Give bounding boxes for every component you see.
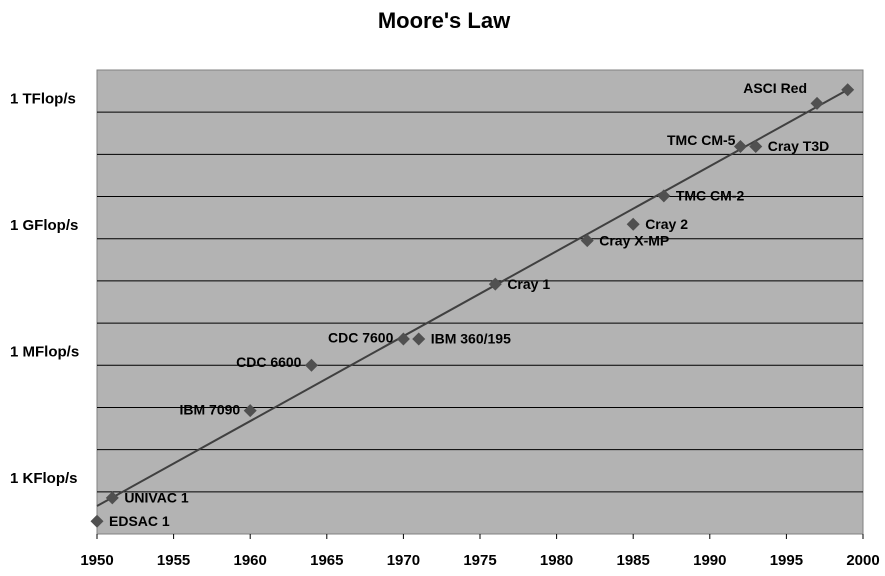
point-label: Cray 1 <box>507 276 550 292</box>
x-tick-label: 1980 <box>540 552 573 569</box>
point-label: CDC 6600 <box>236 354 302 370</box>
data-point <box>580 234 594 248</box>
data-point <box>90 514 104 528</box>
point-label: IBM 7090 <box>179 401 240 417</box>
x-tick-label: 2000 <box>846 552 879 569</box>
data-point <box>841 83 855 97</box>
point-label: IBM 360/195 <box>431 331 511 347</box>
x-tick-label: 1990 <box>693 552 726 569</box>
y-tick-label: 1 GFlop/s <box>10 217 78 234</box>
point-label: ASCI Red <box>743 80 807 96</box>
point-label: TMC CM-2 <box>676 188 745 204</box>
point-label: Cray T3D <box>768 138 829 154</box>
data-point <box>412 332 426 346</box>
data-point <box>810 96 824 110</box>
y-tick-label: 1 MFlop/s <box>10 344 79 361</box>
data-point <box>304 358 318 372</box>
data-point <box>488 277 502 291</box>
data-point <box>733 139 747 153</box>
y-tick-label: 1 TFlop/s <box>10 90 76 107</box>
plot-area <box>96 69 864 535</box>
x-tick-label: 1950 <box>80 552 113 569</box>
data-point <box>243 404 257 418</box>
point-label: CDC 7600 <box>328 330 394 346</box>
point-label: TMC CM-5 <box>667 132 736 148</box>
y-tick-label: 1 KFlop/s <box>10 470 78 487</box>
data-point <box>396 332 410 346</box>
x-tick-label: 1985 <box>617 552 650 569</box>
point-label: UNIVAC 1 <box>124 490 189 506</box>
x-tick-label: 1995 <box>770 552 803 569</box>
x-tick-label: 1970 <box>387 552 420 569</box>
point-label: Cray 2 <box>645 216 688 232</box>
x-tick-label: 1960 <box>234 552 267 569</box>
data-point <box>749 139 763 153</box>
chart-title: Moore's Law <box>378 8 511 33</box>
x-tick-label: 1955 <box>157 552 190 569</box>
trend-line <box>96 88 849 507</box>
x-tick-label: 1965 <box>310 552 343 569</box>
data-point <box>105 491 119 505</box>
data-point <box>657 189 671 203</box>
point-label: EDSAC 1 <box>109 513 170 529</box>
point-label: Cray X-MP <box>599 232 669 248</box>
x-tick-label: 1975 <box>463 552 496 569</box>
data-point <box>626 217 640 231</box>
